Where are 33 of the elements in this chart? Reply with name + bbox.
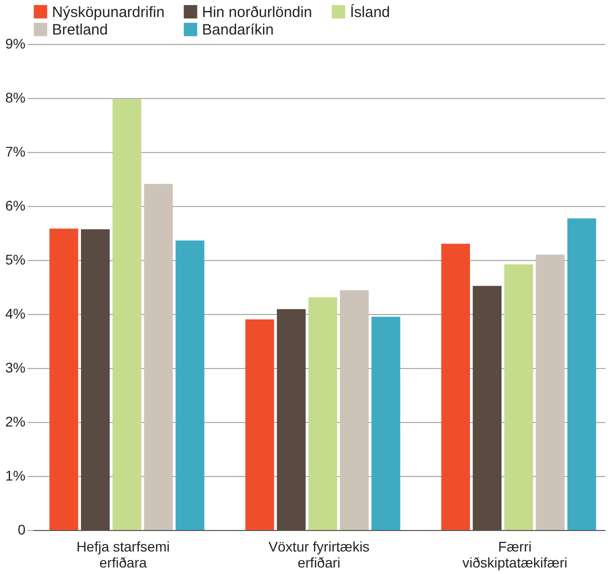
y-tick-label: 6% [5,198,26,214]
bar [472,286,502,530]
y-tick-label: 8% [5,90,26,106]
legend-label: Bandaríkin [202,22,274,38]
y-tick-label: 7% [5,144,26,160]
bar [567,218,596,530]
y-tick-label: 3% [5,360,26,376]
bar [245,319,274,530]
bar [536,254,565,530]
bar [112,99,142,530]
bar [371,316,400,530]
bar [504,264,534,530]
y-tick-label: 4% [5,306,26,322]
bar [144,184,173,530]
bar [340,290,369,530]
bar [441,244,470,530]
y-tick-label: 0 [18,522,26,538]
y-tick-label: 2% [5,414,26,430]
legend-label: Hin norðurlöndin [202,4,312,21]
bar [308,297,338,530]
bar [176,240,204,530]
legend-label: Nýsköpunardrifin [52,4,165,21]
bar [49,228,78,530]
y-tick-label: 9% [5,36,26,52]
bar [276,309,306,530]
x-tick-label: Hefja starfsemi erfiðara [76,538,170,570]
y-tick-label: 1% [5,468,26,484]
legend-label: Bretland [52,22,108,38]
y-tick-label: 5% [5,252,26,268]
x-tick-label: Vöxtur fyrirtækis erfiðari [268,538,370,570]
legend-label: Ísland [350,2,390,21]
x-tick-label: Færri viðskiptatækifæri [462,538,568,570]
bar [80,229,110,530]
